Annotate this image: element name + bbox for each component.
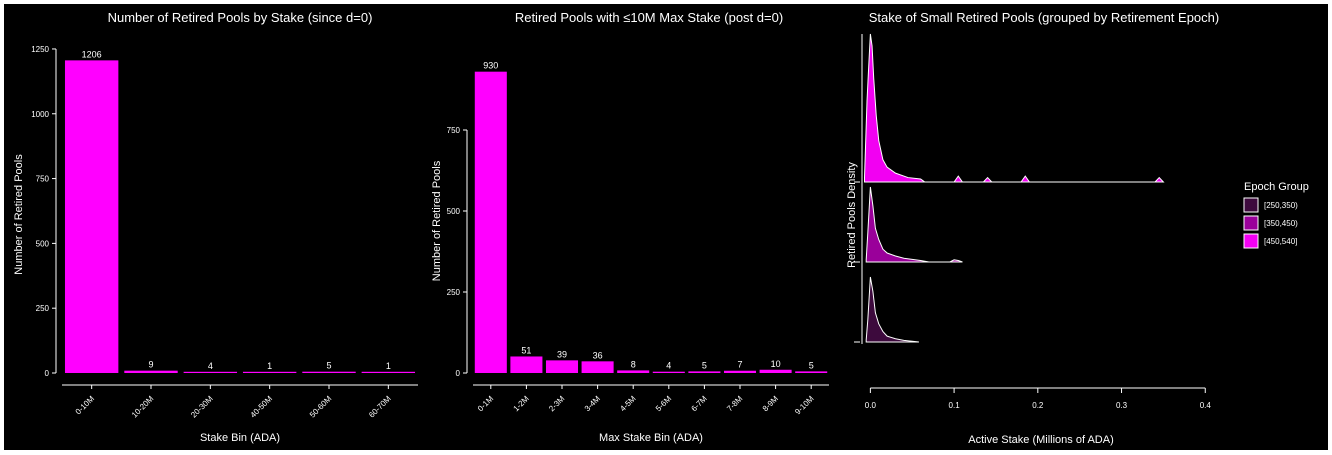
bar-chart-1: Number of Retired Pools by Stake (since … xyxy=(13,10,418,444)
legend-swatch xyxy=(1243,233,1259,249)
legend-title: Epoch Group xyxy=(1244,181,1309,193)
y-axis-label: Number of Retired Pools xyxy=(13,154,25,275)
bar-value-label: 4 xyxy=(666,361,671,371)
x-tick-label: 6-7M xyxy=(690,394,709,413)
chart-title: Stake of Small Retired Pools (grouped by… xyxy=(869,10,1219,25)
x-tick-label: 10-20M xyxy=(130,394,156,420)
bar xyxy=(581,361,614,373)
bar-value-label: 9 xyxy=(148,360,153,370)
legend-entry: [350,450) xyxy=(1264,219,1298,228)
x-tick-label: 1-2M xyxy=(512,394,531,413)
bar xyxy=(688,371,721,373)
bar-chart-2: Retired Pools with ≤10M Max Stake (post … xyxy=(431,10,829,444)
bar xyxy=(652,371,685,373)
x-axis-label: Stake Bin (ADA) xyxy=(200,432,280,444)
y-tick-label: 250 xyxy=(36,304,50,313)
x-tick-label: 0-1M xyxy=(476,394,495,413)
x-tick-label: 0.4 xyxy=(1200,401,1212,410)
bar-value-label: 36 xyxy=(593,350,603,360)
density-ridge-3 xyxy=(864,33,1165,183)
bar xyxy=(302,371,356,373)
y-tick-label: 750 xyxy=(447,126,461,135)
bar xyxy=(64,60,119,374)
legend: Epoch Group [250,350) [350,450) [450,540] xyxy=(1243,181,1309,249)
bar-value-label: 39 xyxy=(557,349,567,359)
density-ridge-1 xyxy=(865,276,919,343)
bar-value-label: 8 xyxy=(631,359,636,369)
bar-value-label: 1206 xyxy=(82,49,102,59)
bar xyxy=(183,371,238,373)
bar xyxy=(545,360,579,373)
bar xyxy=(795,371,828,373)
legend-entry: [250,350) xyxy=(1264,201,1298,210)
chart-title: Number of Retired Pools by Stake (since … xyxy=(108,10,373,25)
x-tick-label: 0-10M xyxy=(74,394,97,417)
x-tick-label: 7-8M xyxy=(725,394,744,413)
y-axis-label: Retired Pools Density xyxy=(846,162,858,268)
x-tick-label: 0.2 xyxy=(1032,401,1044,410)
y-tick-label: 500 xyxy=(447,207,461,216)
y-tick-label: 0 xyxy=(45,369,50,378)
bar-value-label: 930 xyxy=(483,61,498,71)
y-axis-label: Number of Retired Pools xyxy=(431,160,443,281)
x-tick-label: 4-5M xyxy=(618,394,637,413)
x-tick-label: 3-4M xyxy=(583,394,602,413)
y-tick-label: 750 xyxy=(36,175,50,184)
y-tick-label: 1000 xyxy=(31,110,49,119)
bar xyxy=(723,370,757,373)
x-tick-label: 5-6M xyxy=(654,394,673,413)
bar-value-label: 5 xyxy=(702,360,707,370)
x-tick-label: 0.0 xyxy=(865,401,877,410)
x-tick-label: 40-50M xyxy=(249,394,275,420)
x-tick-label: 0.1 xyxy=(949,401,961,410)
figure-canvas: Number of Retired Pools by Stake (since … xyxy=(4,4,1328,450)
y-tick-label: 0 xyxy=(456,369,461,378)
x-tick-label: 50-60M xyxy=(308,394,334,420)
bar xyxy=(242,371,297,373)
bar-value-label: 1 xyxy=(386,361,391,371)
x-tick-label: 8-9M xyxy=(761,394,780,413)
bar-value-label: 5 xyxy=(809,360,814,370)
bar xyxy=(617,370,650,373)
y-tick-label: 250 xyxy=(447,288,461,297)
y-tick-label: 500 xyxy=(36,239,50,248)
figure-svg: Number of Retired Pools by Stake (since … xyxy=(13,10,1309,446)
bar xyxy=(759,369,792,373)
bar xyxy=(474,71,507,374)
bar-value-label: 10 xyxy=(771,359,781,369)
x-tick-label: 9-10M xyxy=(793,394,816,417)
bar xyxy=(361,371,416,373)
density-ridge-2 xyxy=(865,186,963,263)
ridgeline-chart: Stake of Small Retired Pools (grouped by… xyxy=(846,10,1309,446)
bar-value-label: 1 xyxy=(267,361,272,371)
legend-swatch xyxy=(1243,215,1259,231)
bar-value-label: 51 xyxy=(521,345,531,355)
x-axis-label: Active Stake (Millions of ADA) xyxy=(968,434,1114,446)
y-tick-label: 1250 xyxy=(31,45,49,54)
chart-title: Retired Pools with ≤10M Max Stake (post … xyxy=(515,10,783,25)
x-tick-label: 0.3 xyxy=(1116,401,1128,410)
x-tick-label: 20-30M xyxy=(189,394,215,420)
bar-value-label: 5 xyxy=(326,361,331,371)
legend-swatch xyxy=(1243,197,1259,213)
x-tick-label: 2-3M xyxy=(547,394,566,413)
x-tick-label: 60-70M xyxy=(367,394,393,420)
bar-value-label: 7 xyxy=(737,360,742,370)
bar xyxy=(124,370,178,373)
x-axis-label: Max Stake Bin (ADA) xyxy=(599,432,703,444)
bar xyxy=(510,356,543,373)
legend-entry: [450,540] xyxy=(1264,237,1297,246)
bar-value-label: 4 xyxy=(208,361,213,371)
